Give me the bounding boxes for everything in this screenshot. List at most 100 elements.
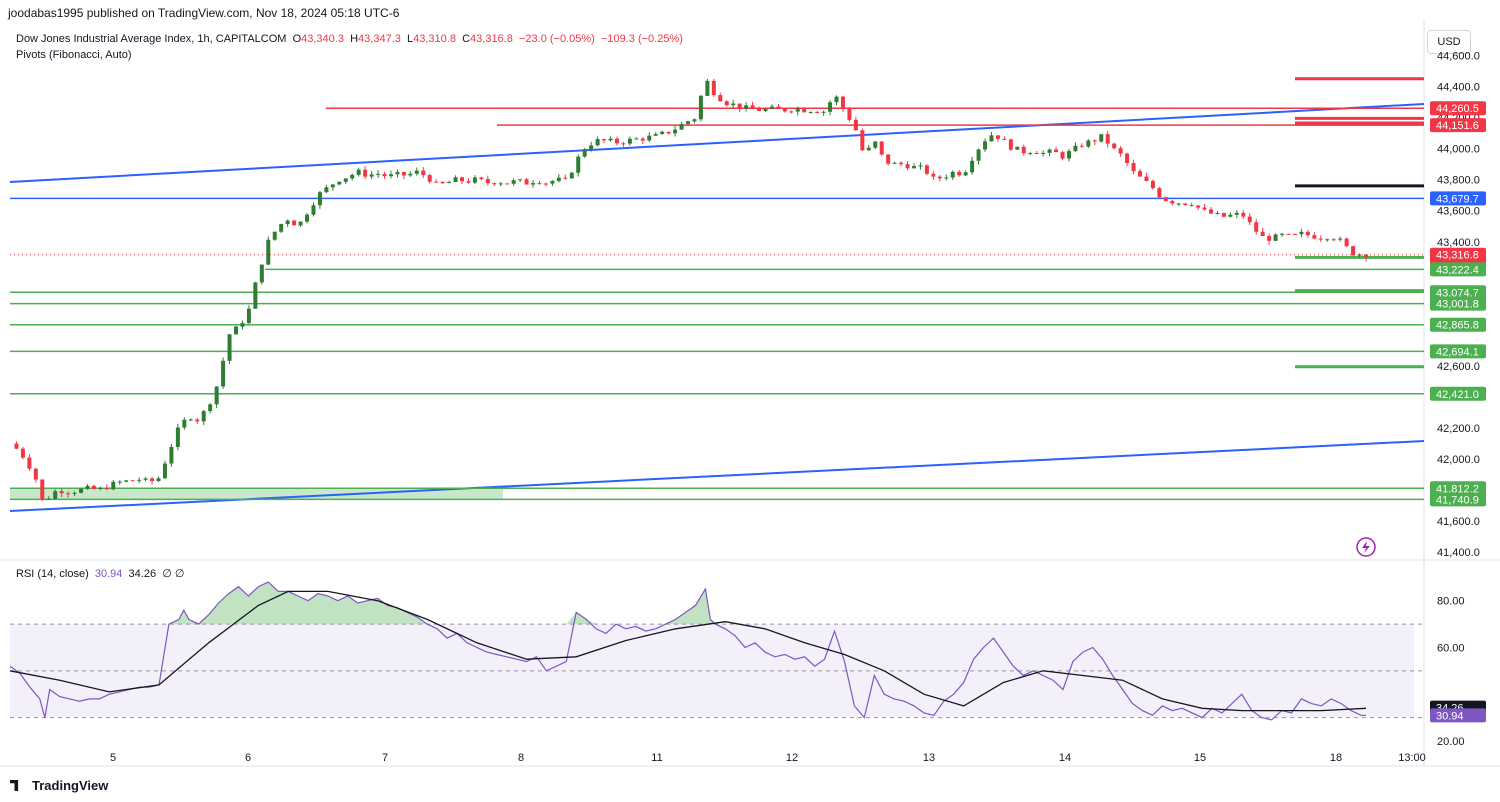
candle xyxy=(1189,202,1194,207)
candle-body xyxy=(234,326,238,335)
candle-body xyxy=(272,231,277,240)
candle xyxy=(763,107,768,113)
candle xyxy=(214,386,219,409)
candle-body xyxy=(1241,212,1246,217)
rsi-value: 30.94 xyxy=(94,568,123,580)
candle-body xyxy=(91,485,96,490)
candle xyxy=(718,92,723,102)
rsi-label[interactable]: RSI (14, close) xyxy=(16,568,89,580)
candle-body xyxy=(1267,236,1272,241)
candle-body xyxy=(1247,216,1252,223)
candle-body xyxy=(253,282,258,309)
currency-button[interactable]: USD xyxy=(1427,30,1471,54)
candle-body xyxy=(1170,201,1175,204)
candle xyxy=(460,176,464,184)
candle-body xyxy=(356,169,361,175)
candle xyxy=(1247,213,1252,226)
candle-body xyxy=(1086,140,1091,147)
candle xyxy=(14,441,19,450)
candle xyxy=(1060,150,1065,161)
candle xyxy=(259,264,264,285)
candle-body xyxy=(569,172,574,179)
candle-body xyxy=(1028,153,1033,155)
candle xyxy=(970,156,975,175)
candle-body xyxy=(472,177,477,183)
candle xyxy=(886,154,891,166)
symbol-name[interactable]: Dow Jones Industrial Average Index, 1h, … xyxy=(16,33,287,45)
candle-body xyxy=(944,177,949,179)
candle xyxy=(1292,233,1297,236)
open-value: 43,340.3 xyxy=(301,33,344,45)
candle-body xyxy=(201,411,206,422)
candle xyxy=(1163,196,1168,202)
candle xyxy=(1131,159,1136,175)
candle xyxy=(1176,203,1181,207)
tradingview-logo[interactable]: TradingView xyxy=(10,778,108,793)
candle-body xyxy=(182,419,187,428)
candle xyxy=(937,175,942,182)
candle-body xyxy=(1357,254,1362,256)
candle xyxy=(1112,142,1117,150)
candle xyxy=(227,333,232,364)
candle xyxy=(324,184,329,194)
candle-body xyxy=(782,108,787,112)
candle xyxy=(201,410,206,426)
candle xyxy=(627,136,632,146)
time-tick-label: 7 xyxy=(382,752,388,764)
candle-body xyxy=(1015,146,1020,150)
candle xyxy=(1099,134,1104,143)
candle xyxy=(317,190,322,209)
candle-body xyxy=(653,133,658,136)
candle xyxy=(453,175,458,183)
candle-body xyxy=(582,149,587,157)
candle-body xyxy=(175,427,180,447)
candle xyxy=(899,161,904,167)
candle xyxy=(995,135,1000,142)
candle xyxy=(285,219,290,228)
lightning-icon[interactable] xyxy=(1356,537,1376,557)
candle xyxy=(414,167,419,176)
time-tick-label: 13:00 xyxy=(1398,752,1426,764)
candle xyxy=(169,443,174,467)
candle-body xyxy=(98,487,103,490)
candle xyxy=(246,305,251,324)
candle-body xyxy=(266,239,271,265)
candle xyxy=(531,180,536,188)
candle-body xyxy=(550,180,555,184)
candle xyxy=(124,479,129,483)
tradingview-logo-icon xyxy=(10,780,19,791)
support-tag-1: 43,074.7 xyxy=(1430,285,1486,300)
candle xyxy=(98,486,103,491)
candle xyxy=(298,221,303,227)
candle-body xyxy=(983,141,988,150)
candle xyxy=(337,181,342,186)
candle-body xyxy=(498,183,503,185)
support-tag-7-label: 41,740.9 xyxy=(1436,494,1479,506)
candle-body xyxy=(789,111,794,113)
change-value: −23.0 (−0.05%) xyxy=(518,33,595,45)
support-tag-0-bg xyxy=(1430,262,1486,277)
candle-body xyxy=(382,173,387,177)
candle-body xyxy=(350,174,355,179)
candle-body xyxy=(1131,163,1136,172)
candle-body xyxy=(1189,204,1194,206)
candle-body xyxy=(531,183,536,185)
candle-body xyxy=(72,492,77,494)
support-tag-0: 43,222.4 xyxy=(1430,262,1486,277)
candle xyxy=(292,219,297,226)
high-value: 43,347.3 xyxy=(358,33,401,45)
price-tick-label: 42,200.0 xyxy=(1437,423,1480,435)
candle-body xyxy=(660,131,665,134)
candle xyxy=(33,467,38,483)
candle xyxy=(27,454,32,471)
symbol-legend: Dow Jones Industrial Average Index, 1h, … xyxy=(16,33,683,45)
indicator-legend[interactable]: Pivots (Fibonacci, Auto) xyxy=(16,49,132,61)
support-tag-4: 42,694.1 xyxy=(1430,344,1486,359)
candle-body xyxy=(1008,139,1013,150)
candle-body xyxy=(485,179,490,184)
candle-body xyxy=(259,264,264,283)
support-tag-2: 43,001.8 xyxy=(1430,296,1486,311)
candle-body xyxy=(1079,145,1084,147)
candle xyxy=(1280,232,1285,238)
